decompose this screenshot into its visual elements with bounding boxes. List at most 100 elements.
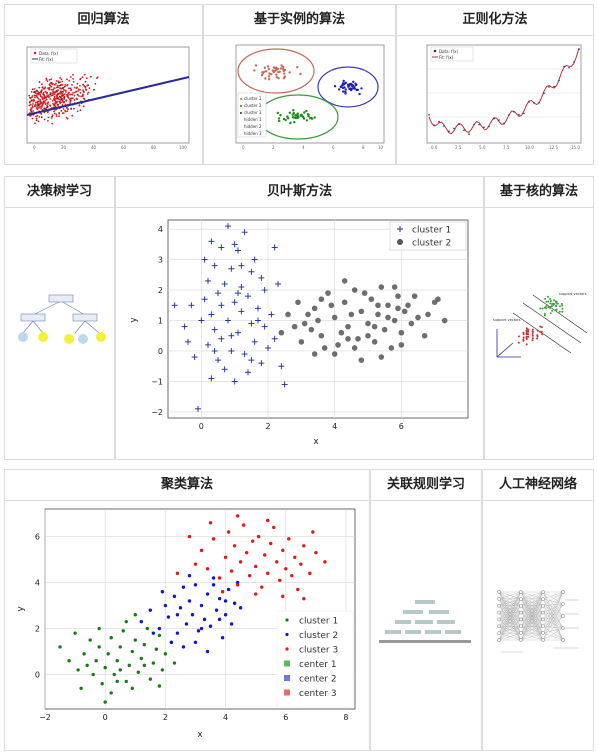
data-point [88,638,92,642]
y-tick-label: 2 [35,625,40,634]
data-point [175,631,180,635]
data-point [193,640,198,645]
x-tick-label: 6 [399,422,404,431]
data-point [166,615,171,619]
data-point [130,649,134,654]
data-point [225,317,231,324]
data-point [208,238,215,245]
data-point [247,573,252,578]
data-point [211,262,218,269]
legend-entry: center 3 [284,689,337,699]
data-point [205,592,210,596]
data-point [255,305,261,312]
data-point [318,332,325,339]
data-point [208,521,213,525]
data-point [299,562,303,566]
data-point [198,317,205,324]
data-point [395,305,401,312]
data-point [305,311,311,318]
data-point [103,665,107,670]
x-axis-label: x [313,437,319,447]
data-point [293,555,297,559]
data-point [284,567,288,571]
data-point [175,571,180,576]
data-point [136,670,141,674]
data-point [103,700,107,704]
bayes-chart: 0 2 4 6 −2 −1 0 1 2 3 4 x y cluster 1 cluster 2 [129,219,469,447]
data-point [231,378,238,385]
data-point [253,592,258,596]
svg-text:Data: f(x): Data: f(x) [39,51,59,56]
data-point [171,302,178,309]
data-point [235,290,241,297]
data-point [151,631,156,635]
data-point [232,544,237,548]
data-point [58,645,62,649]
data-point [100,682,104,686]
data-point [217,576,222,580]
data-point [214,608,219,612]
data-point [218,302,225,309]
data-point [148,677,153,681]
data-point [232,601,237,605]
svg-text:0.0: 0.0 [431,145,438,150]
data-point [378,284,385,290]
data-point [67,659,71,663]
data-point [348,311,355,318]
legend-entry: center 2 [284,675,337,685]
y-tick-label: −2 [151,408,163,417]
svg-text:Data: f(x): Data: f(x) [439,49,459,54]
data-point [408,320,415,327]
data-point [82,652,86,656]
svg-text:4: 4 [302,145,305,150]
data-point [160,668,165,672]
data-point [253,564,258,569]
data-point [341,299,348,306]
data-point [139,619,144,624]
data-point [139,656,144,661]
legend-entry: cluster 1 [397,226,451,236]
legend-entry: cluster 3 [285,646,338,656]
panel-association: 关联规则学习 [370,469,482,751]
data-point [124,679,128,684]
data-point [345,323,351,330]
data-point [196,629,201,633]
data-point [94,659,98,663]
svg-text:hidden 2: hidden 2 [244,124,262,129]
data-point [188,302,195,309]
svg-text:2.5: 2.5 [455,145,462,150]
data-point [251,256,258,263]
data-point [235,583,240,587]
legend-label: center 3 [299,689,337,699]
data-point [301,320,308,327]
panel-regularization: 正则化方法 Data: f(x) Fit: f(x) 0.0 2.5 5.0 7.5 1… [396,4,594,165]
data-point [295,299,301,306]
data-point [341,278,348,284]
data-point [251,338,258,345]
data-point [241,229,248,236]
legend-label: cluster 2 [412,239,451,249]
panel-title: 聚类算法 [5,470,369,501]
data-point [76,668,80,672]
data-point [145,626,150,631]
svg-text:12.5: 12.5 [549,145,558,150]
data-point [308,326,315,333]
data-point [199,548,204,553]
data-point [385,302,391,309]
data-point [118,645,122,649]
data-point [226,530,231,534]
data-point [195,405,201,412]
data-point [112,672,116,677]
data-point [217,596,222,601]
legend-label: center 1 [299,660,337,670]
data-point [193,562,198,566]
data-point [272,525,276,530]
svg-text:hidden 3: hidden 3 [244,131,262,136]
y-tick-label: 4 [35,579,40,588]
data-point [85,663,89,668]
data-point [229,622,234,626]
data-point [157,633,162,638]
legend-label: cluster 2 [299,631,338,641]
svg-text:Fit: f(x): Fit: f(x) [39,57,54,62]
